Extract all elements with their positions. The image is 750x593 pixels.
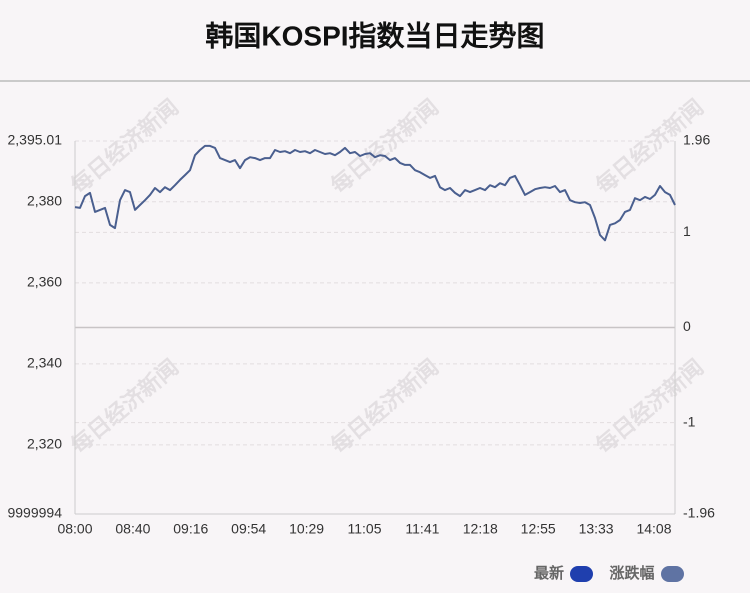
- y2-tick-label: -1.96: [683, 505, 715, 521]
- y2-tick-label: -1: [683, 413, 696, 429]
- x-tick-label: 09:16: [173, 521, 208, 537]
- watermark: 每日经济新闻: [591, 354, 709, 459]
- x-tick-label: 08:00: [57, 521, 92, 537]
- legend-swatch: [661, 566, 684, 582]
- price-line: [74, 144, 676, 242]
- x-tick-label: 10:29: [289, 521, 324, 537]
- legend-label: 最新: [534, 564, 564, 582]
- x-tick-label: 13:33: [579, 521, 614, 537]
- y-tick-label: 2,395.01: [8, 132, 63, 148]
- y2-tick-label: 1: [683, 223, 691, 239]
- watermark: 每日经济新闻: [66, 354, 184, 459]
- watermark: 每日经济新闻: [66, 94, 184, 199]
- x-tick-label: 08:40: [115, 521, 150, 537]
- y2-tick-label: 1.96: [683, 132, 710, 148]
- y-tick-label: 2,380: [27, 193, 62, 209]
- legend-label: 涨跌幅: [609, 564, 654, 582]
- x-tick-label: 11:05: [348, 521, 382, 537]
- chart-title: 韩国KOSPI指数当日走势图: [205, 20, 544, 51]
- x-tick-label: 14:08: [636, 521, 671, 537]
- legend-swatch: [570, 566, 593, 582]
- y2-tick-label: 0: [683, 318, 691, 334]
- x-tick-label: 09:54: [231, 521, 266, 537]
- watermarks: 每日经济新闻 每日经济新闻 每日经济新闻 每日经济新闻 每日经济新闻 每日经济新…: [66, 94, 709, 459]
- y-tick-label: 2,360: [27, 274, 62, 290]
- y-tick-label: 2,320: [27, 436, 62, 452]
- x-tick-label: 12:18: [463, 521, 498, 537]
- watermark: 每日经济新闻: [326, 354, 444, 459]
- y-tick-label: 2,340: [27, 355, 62, 371]
- x-tick-label: 11:41: [405, 521, 439, 537]
- watermark: 每日经济新闻: [326, 94, 444, 199]
- y-tick-label: 9999994: [7, 505, 62, 521]
- x-tick-label: 12:55: [521, 521, 556, 537]
